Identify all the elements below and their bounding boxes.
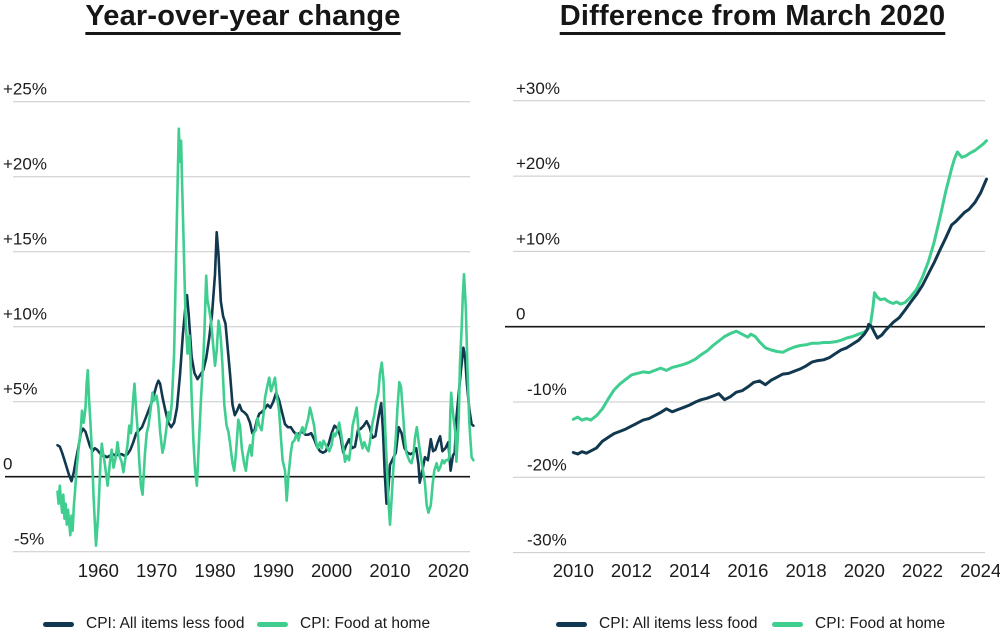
all-items-line-swatch xyxy=(43,621,74,627)
legend-item-food-left: CPI: Food at home xyxy=(257,615,431,632)
line-food-at-home xyxy=(56,127,475,548)
chart-diff-march-2020: +30% +20% +10% 0 -10% -20% -30% 2010 2012 2014 201… xyxy=(505,79,1000,581)
x-axis-label: 1990 xyxy=(253,560,294,581)
x-axis-label: 2014 xyxy=(669,560,710,581)
y-axis-label: 0 xyxy=(3,455,12,474)
y-axis-label: 0 xyxy=(516,305,525,324)
line-all-items-less-food xyxy=(571,177,988,456)
x-axis-label: 1970 xyxy=(136,560,177,581)
x-axis-label: 2012 xyxy=(611,560,652,581)
line-food-at-home xyxy=(571,139,988,422)
legend-label: CPI: All items less food xyxy=(599,615,758,632)
y-axis-label: +20% xyxy=(516,154,560,173)
x-axis-label: 2020 xyxy=(428,560,469,581)
y-axis-label: -20% xyxy=(527,455,567,474)
y-axis-label: +30% xyxy=(516,79,560,98)
x-axis-label: 1980 xyxy=(194,560,235,581)
x-axis-label: 2018 xyxy=(786,560,827,581)
chart-yoy-change: +25% +20% +15% +10% +5% 0 -5% 1960 1970 1980 1990 2… xyxy=(3,80,475,581)
chart-title-yoy: Year-over-year change xyxy=(85,0,401,32)
x-axis-label: 2010 xyxy=(553,560,594,581)
y-axis-label: +5% xyxy=(3,380,38,399)
x-axis-label: 2024 xyxy=(960,560,1000,581)
x-axis-label: 2020 xyxy=(844,560,885,581)
legend-label: CPI: All items less food xyxy=(86,615,245,632)
y-axis-label: -5% xyxy=(14,530,44,549)
food-line-swatch xyxy=(772,621,803,627)
x-axis-label: 1960 xyxy=(78,560,119,581)
y-axis-label: +10% xyxy=(516,229,560,248)
y-axis-label: +10% xyxy=(3,305,47,324)
y-axis-label: -10% xyxy=(527,380,567,399)
all-items-line-swatch xyxy=(556,621,587,627)
chart-title-difference: Difference from March 2020 xyxy=(559,0,946,32)
x-axis-label: 2016 xyxy=(727,560,768,581)
food-line-swatch xyxy=(257,621,288,627)
legend-label: CPI: Food at home xyxy=(300,615,431,632)
x-axis-label: 2010 xyxy=(369,560,410,581)
legend-item-all-items-right: CPI: All items less food xyxy=(556,615,758,632)
y-axis-label: +25% xyxy=(3,80,47,99)
legend-item-all-items-left: CPI: All items less food xyxy=(43,615,245,632)
x-axis-label: 2022 xyxy=(902,560,943,581)
x-axis-label: 2000 xyxy=(311,560,352,581)
legend-item-food-right: CPI: Food at home xyxy=(772,615,946,632)
y-axis-label: +20% xyxy=(3,155,47,174)
y-axis-label: +15% xyxy=(3,230,47,249)
y-axis-label: -30% xyxy=(527,531,567,550)
line-all-items-less-food xyxy=(56,230,475,506)
legend-label: CPI: Food at home xyxy=(815,615,946,632)
